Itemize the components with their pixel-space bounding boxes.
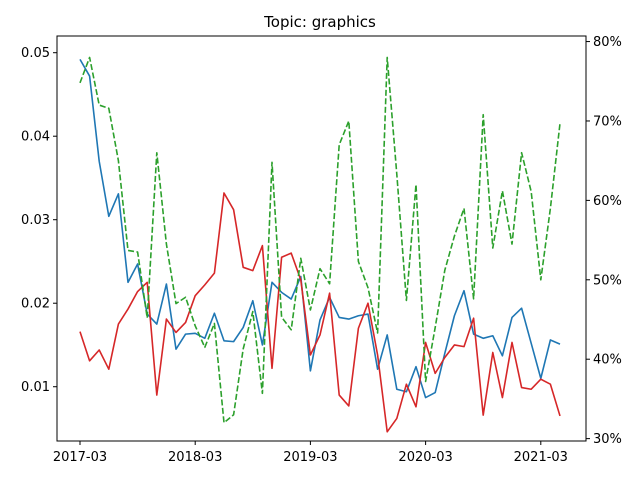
y-right-tick-label: 30% [593,432,622,447]
axis-layer: 0.01 0.02 0.03 0.04 0.05 30% 40% 50% 60% 70% 80% 20… [21,35,622,465]
x-tick-label: 2018-03 [168,450,222,465]
plot-frame [56,35,587,442]
y-right-tick-label: 50% [593,273,622,288]
x-tick-label: 2021-03 [514,450,568,465]
series-line-3 [79,56,561,424]
y-right-tick-label: 40% [593,353,622,368]
y-right-tick-label: 70% [593,114,622,129]
x-tick-label: 2020-03 [398,450,452,465]
y-left-tick-label: 0.04 [21,130,50,145]
chart-title: Topic: graphics [263,13,376,31]
y-left-tick-label: 0.03 [21,213,50,228]
series-layer [79,56,561,433]
y-left-tick-label: 0.05 [21,46,50,61]
y-right-tick-label: 60% [593,194,622,209]
y-left-tick-label: 0.01 [21,380,50,395]
x-tick-label: 2019-03 [283,450,337,465]
y-left-tick-label: 0.02 [21,297,50,312]
x-tick-label: 2017-03 [53,450,107,465]
series-line-1 [79,58,561,399]
series-line-2 [79,192,561,433]
y-right-tick-label: 80% [593,35,622,50]
